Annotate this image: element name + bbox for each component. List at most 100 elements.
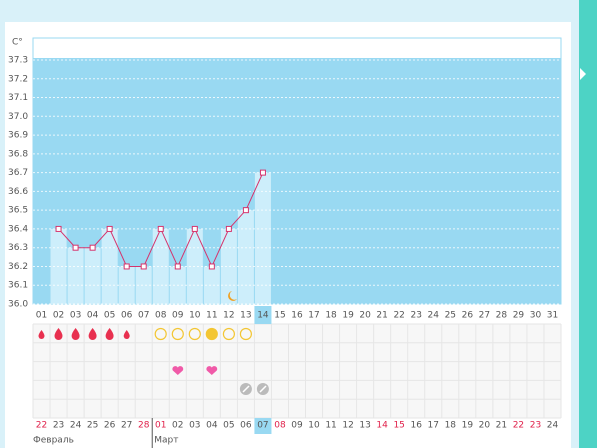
date-label: 11 [325,421,336,431]
day-label: 26 [462,311,474,321]
temp-point [72,244,79,251]
date-label: 13 [359,421,370,431]
temp-point [174,263,181,270]
y-tick-label: 36.1 [8,281,28,291]
symptom-area [33,324,561,418]
day-label: 09 [172,311,184,321]
month-label: Март [154,436,178,446]
y-tick-label: 36.7 [8,168,28,178]
side-bar [579,0,597,448]
selected-date-bg [254,418,272,434]
date-label: 04 [206,421,218,431]
temp-point [106,225,113,232]
date-label: 07 [257,421,268,431]
drops [38,328,130,340]
date-label: 14 [376,421,388,431]
date-label: 10 [308,421,320,431]
temp-point [157,225,164,232]
day-label: 06 [121,311,133,321]
day-label: 08 [155,311,167,321]
temp-point [89,244,96,251]
temp-point [123,263,130,270]
moon-icon [228,291,237,301]
y-tick-label: 36.2 [8,262,28,272]
temp-bar [152,228,169,304]
date-label: 17 [428,421,439,431]
y-tick-label: 36.9 [8,131,28,141]
temp-bar [135,266,152,304]
day-label: 17 [308,311,319,321]
date-label: 21 [496,421,507,431]
y-tick-label: 37.2 [8,74,28,84]
day-label: 23 [410,311,421,321]
day-label: 18 [325,311,337,321]
day-label: 02 [53,311,64,321]
y-tick-label: 37.1 [8,93,28,103]
date-label: 15 [393,421,404,431]
day-label: 07 [138,311,149,321]
selected-day-bg [254,306,272,324]
y-tick-label: 36.5 [8,206,28,216]
y-tick-label: 36.3 [8,243,28,253]
date-label: 23 [530,421,541,431]
date-label: 01 [155,421,166,431]
day-label: 15 [274,311,285,321]
temp-point [55,225,62,232]
pills [239,383,269,395]
y-tick-label: 36.4 [8,224,28,234]
date-label: 20 [479,421,491,431]
day-label: 11 [206,311,217,321]
day-label: 05 [104,311,115,321]
plot-area [33,58,561,304]
y-tick-label: 36.6 [8,187,28,197]
date-label: 27 [121,421,132,431]
date-label: 16 [410,421,422,431]
day-label: 28 [496,311,508,321]
date-label: 08 [274,421,286,431]
date-label: 09 [291,421,303,431]
date-label: 02 [172,421,183,431]
temp-bar [67,247,84,304]
date-label: 22 [36,421,47,431]
date-label: 12 [342,421,353,431]
day-label: 01 [36,311,47,321]
day-label: 22 [393,311,404,321]
date-label: 24 [70,421,82,431]
y-tick-label: 36.0 [8,300,28,310]
date-label: 03 [189,421,200,431]
date-label: 25 [87,421,98,431]
day-label: 27 [479,311,490,321]
temp-point [191,225,198,232]
temp-point [140,263,147,270]
day-label: 13 [240,311,251,321]
y-axis-label: C° [12,38,23,48]
day-label: 16 [291,311,303,321]
temp-bar [84,247,101,304]
temp-point [208,263,215,270]
date-label: 22 [513,421,524,431]
temp-bar [203,266,220,304]
day-label: 10 [189,311,201,321]
day-label: 14 [257,311,269,321]
temp-bar [237,210,254,304]
day-label: 20 [359,311,371,321]
hearts [172,366,218,375]
temp-point [242,207,249,214]
day-label: 12 [223,311,234,321]
y-tick-label: 37.0 [8,112,28,122]
y-tick-label: 36.8 [8,149,28,159]
date-label: 24 [547,421,559,431]
y-tick-label: 37.3 [8,56,28,66]
day-label: 25 [445,311,456,321]
date-label: 26 [104,421,116,431]
temp-point [225,225,232,232]
day-label: 30 [530,311,542,321]
day-label: 04 [87,311,99,321]
day-label: 19 [342,311,354,321]
date-label: 18 [445,421,457,431]
day-label: 29 [513,311,525,321]
side-arrow[interactable] [580,68,586,80]
date-label: 06 [240,421,252,431]
